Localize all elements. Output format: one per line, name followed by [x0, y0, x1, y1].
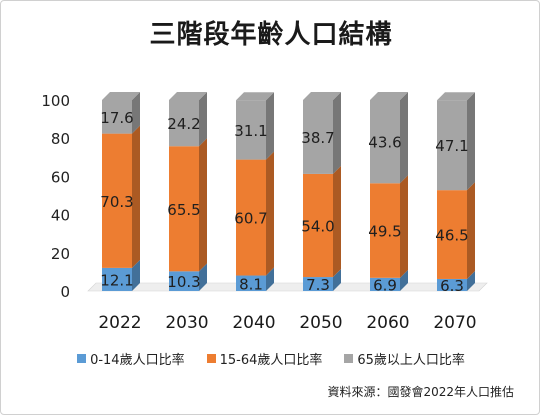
- bar-segment-2022-2: [102, 100, 132, 134]
- bar-segment-2050-1: [303, 173, 333, 278]
- bar-segment-2030-0: [169, 271, 199, 291]
- data-label-2050-1: 54.0: [301, 217, 334, 235]
- bars-layer: 12.1 70.3 17.6 10.3 65.5 24.2 8.1 60.7 31.1 7.3 54…: [87, 92, 488, 295]
- bar-segment-2030-1-side: [199, 138, 207, 272]
- bar-segment-2070-2-side: [467, 92, 475, 191]
- bar-segment-2022-2-top: [102, 92, 140, 100]
- data-label-2070-2: 47.1: [435, 137, 468, 155]
- bar-segment-2060-0: [370, 277, 400, 291]
- x-tick-label: 2060: [366, 313, 409, 333]
- data-label-2060-2: 43.6: [368, 134, 401, 152]
- bar-segment-2050-1-side: [333, 165, 341, 278]
- legend-item-65-plus: 65歲以上人口比率: [344, 349, 465, 368]
- bar-segment-2060-2-top: [370, 92, 408, 100]
- data-label-2022-2: 17.6: [100, 109, 133, 127]
- plot-floor: [87, 282, 488, 292]
- chart-title: 三階段年齡人口結構: [149, 20, 393, 50]
- bar-segment-2040-2-top: [236, 92, 274, 101]
- bar-segment-2050-0: [303, 277, 333, 291]
- bar-segment-2022-1: [102, 133, 132, 268]
- data-label-2030-0: 10.3: [167, 273, 200, 291]
- bar-segment-2030-2: [169, 100, 199, 147]
- bar-segment-2050-2: [303, 100, 333, 174]
- y-tick-label: 0: [60, 283, 70, 301]
- bar-segment-2050-0-side: [333, 269, 341, 291]
- bar-segment-2070-0: [437, 278, 467, 291]
- data-label-2030-1: 65.5: [167, 201, 200, 219]
- bar-segment-2070-1: [437, 190, 467, 279]
- legend: 0-14歲人口比率 15-64歲人口比率 65歲以上人口比率: [0, 349, 542, 368]
- data-label-2040-2: 31.1: [234, 122, 267, 140]
- legend-swatch-15-64: [206, 354, 216, 363]
- bar-segment-2060-0-side: [400, 269, 408, 291]
- legend-item-15-64: 15-64歲人口比率: [206, 349, 323, 368]
- x-axis: 2022 2030 2040 2050 2060 2070: [98, 313, 476, 333]
- data-label-2040-0: 8.1: [239, 275, 263, 293]
- bar-segment-2040-1: [236, 159, 266, 276]
- data-label-2060-0: 6.9: [373, 276, 397, 294]
- data-label-2050-2: 38.7: [301, 129, 334, 147]
- y-tick-label: 100: [41, 92, 70, 110]
- data-label-2050-0: 7.3: [306, 276, 330, 294]
- legend-label-15-64: 15-64歲人口比率: [219, 353, 323, 368]
- bar-segment-2040-0-side: [266, 267, 274, 291]
- bar-segment-2022-0-side: [132, 259, 140, 291]
- legend-item-0-14: 0-14歲人口比率: [77, 349, 185, 368]
- data-label-2030-2: 24.2: [167, 115, 200, 133]
- y-tick-label: 80: [51, 130, 70, 148]
- bar-segment-2060-2-side: [400, 92, 408, 184]
- x-tick-label: 2040: [232, 313, 275, 333]
- data-label-2070-1: 46.5: [435, 227, 468, 245]
- y-tick-label: 20: [51, 245, 70, 263]
- legend-swatch-65-plus: [344, 354, 354, 363]
- legend-label-0-14: 0-14歲人口比率: [90, 353, 185, 368]
- bar-segment-2070-1-side: [467, 182, 475, 279]
- bar-segment-2030-2-side: [199, 92, 207, 147]
- data-label-2022-1: 70.3: [100, 193, 133, 211]
- bar-segment-2040-0: [236, 275, 266, 291]
- bar-segment-2022-1-side: [132, 125, 140, 268]
- x-tick-label: 2070: [433, 313, 476, 333]
- y-tick-label: 60: [51, 168, 70, 186]
- data-label-2022-0: 12.1: [100, 271, 133, 289]
- y-tick-label: 40: [51, 207, 70, 225]
- bar-segment-2050-2-side: [333, 92, 341, 174]
- x-tick-label: 2050: [299, 313, 342, 333]
- bar-segment-2030-2-top: [169, 92, 207, 100]
- bar-segment-2022-2-side: [132, 92, 140, 134]
- bar-segment-2060-2: [370, 100, 400, 184]
- x-tick-label: 2030: [165, 313, 208, 333]
- source-note: 資料來源：國發會2022年人口推估: [327, 385, 514, 399]
- legend-label-65-plus: 65歲以上人口比率: [357, 353, 465, 368]
- bar-segment-2070-2-top: [437, 92, 475, 101]
- bar-segment-2040-1-side: [266, 151, 274, 276]
- bar-segment-2040-2: [236, 100, 266, 160]
- bar-segment-2060-1-side: [400, 175, 408, 278]
- data-label-2060-1: 49.5: [368, 223, 401, 241]
- bar-segment-2030-0-side: [199, 263, 207, 291]
- bar-segment-2022-0: [102, 267, 132, 291]
- bar-segment-2060-1: [370, 183, 400, 278]
- bar-segment-2050-2-top: [303, 92, 341, 100]
- legend-swatch-0-14: [77, 354, 87, 363]
- bar-segment-2070-2: [437, 100, 467, 191]
- x-tick-label: 2022: [98, 313, 141, 333]
- bar-segment-2030-1: [169, 146, 199, 272]
- bar-segment-2040-2-side: [266, 92, 274, 160]
- bar-segment-2070-0-side: [467, 270, 475, 291]
- data-label-2040-1: 60.7: [234, 210, 267, 228]
- y-axis: 0 20 40 60 80 100: [41, 92, 70, 301]
- data-label-2070-0: 6.3: [440, 277, 464, 295]
